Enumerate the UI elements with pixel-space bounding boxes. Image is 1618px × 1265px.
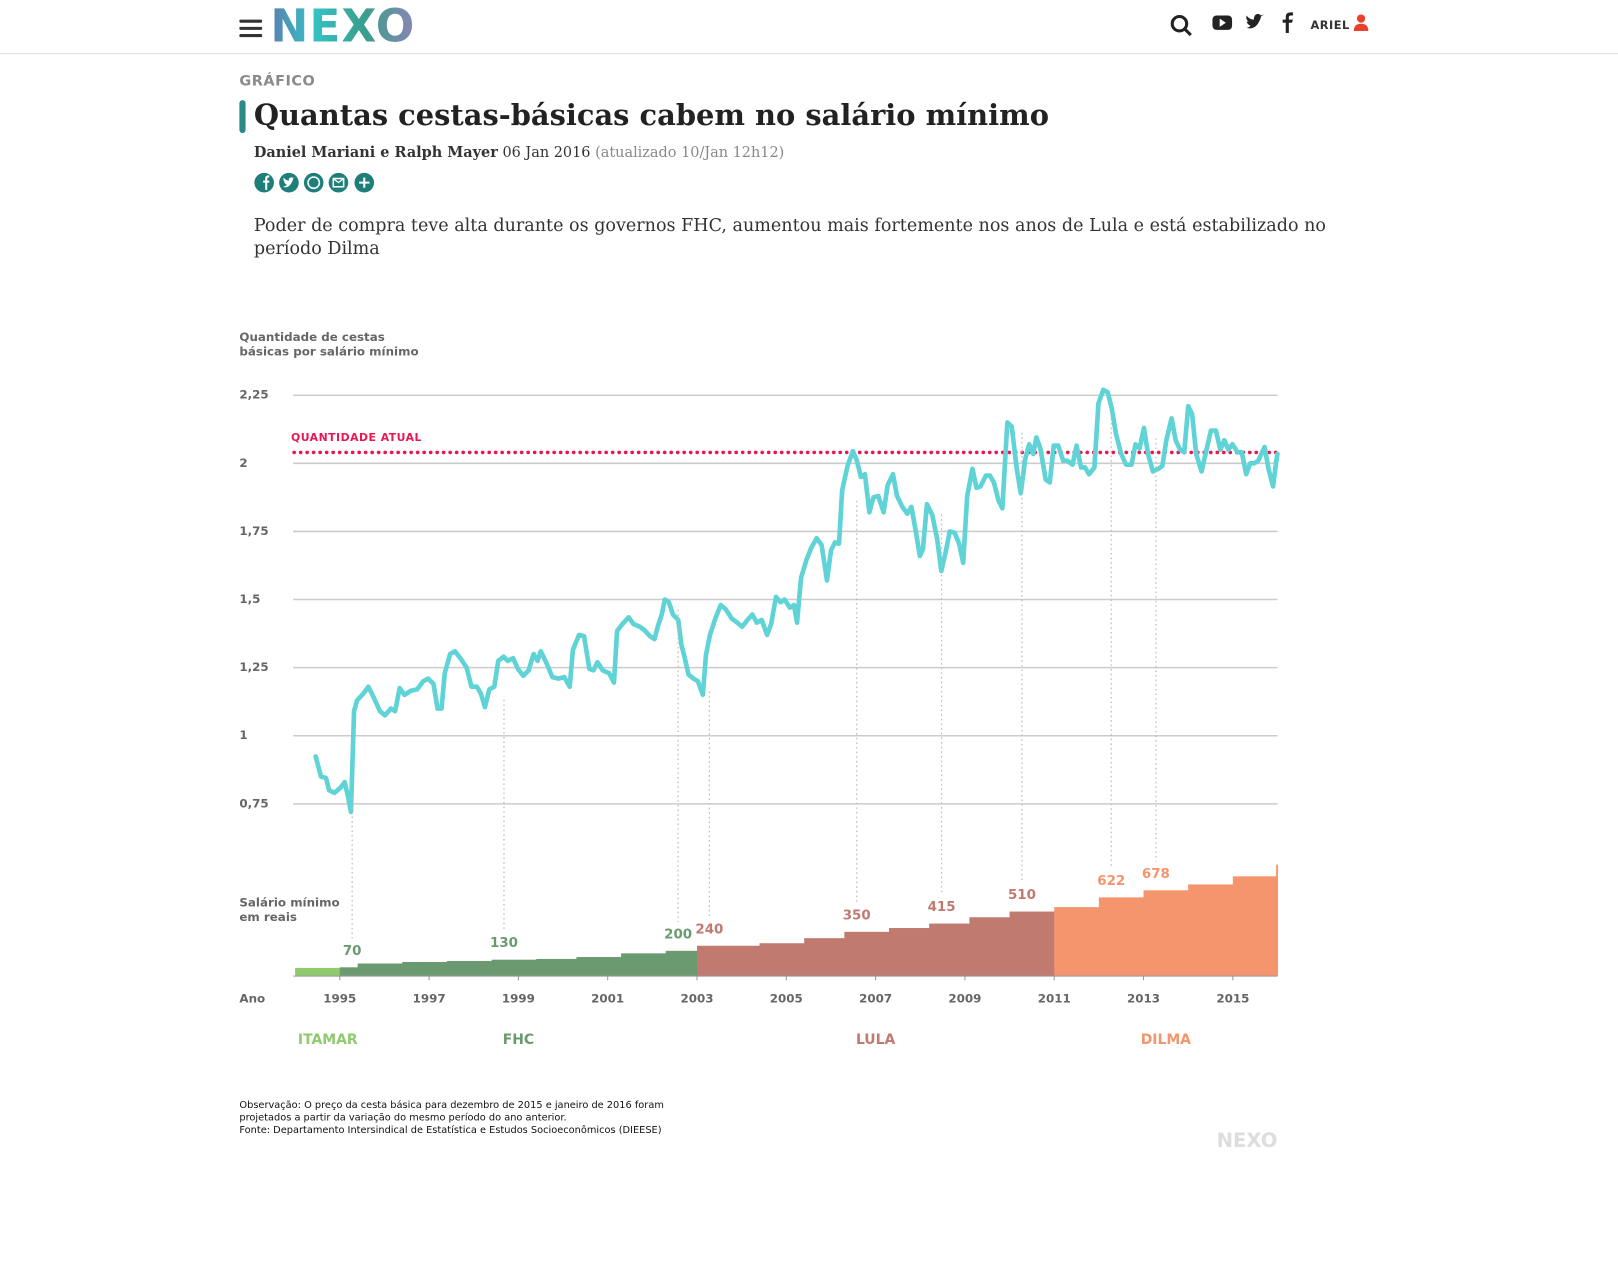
wage-label: 70 xyxy=(343,944,362,959)
menu-button[interactable] xyxy=(239,19,263,38)
facebook-icon[interactable] xyxy=(1282,12,1293,34)
wage-step xyxy=(696,945,761,977)
share-icons[interactable] xyxy=(254,172,375,193)
y-tick-label: 2 xyxy=(239,456,247,470)
user-icon[interactable] xyxy=(1353,14,1369,31)
wage-label: 130 xyxy=(490,936,518,951)
wage-step xyxy=(536,958,577,977)
wage-step xyxy=(621,953,667,977)
byline: Daniel Mariani e Ralph Mayer 06 Jan 2016… xyxy=(254,144,784,161)
period-label: DILMA xyxy=(1141,1032,1191,1048)
wage-label: 678 xyxy=(1142,867,1170,882)
wage-step xyxy=(759,943,805,977)
wage-label: 622 xyxy=(1097,874,1125,889)
wage-step xyxy=(339,967,359,977)
wage-label: 415 xyxy=(928,900,956,915)
x-tick-label: 2013 xyxy=(1127,991,1160,1005)
x-tick-label: 1999 xyxy=(502,991,535,1005)
date: 06 Jan 2016 xyxy=(502,144,591,161)
wage-step xyxy=(491,959,537,977)
reference-label: QUANTIDADE ATUAL xyxy=(291,431,422,444)
y-tick-label: 0,75 xyxy=(239,796,268,810)
wage-label: 240 xyxy=(695,922,723,937)
x-tick-label: 2015 xyxy=(1216,991,1249,1005)
x-tick-label: 2007 xyxy=(859,991,892,1005)
y-axis-title: Salário mínimo xyxy=(239,895,339,909)
search-icon[interactable] xyxy=(1170,14,1192,37)
y-tick-label: 1,25 xyxy=(239,660,268,674)
wage-step xyxy=(1276,864,1278,977)
x-tick-label: 2011 xyxy=(1038,991,1071,1005)
x-tick-label: 2009 xyxy=(948,991,981,1005)
wage-step xyxy=(357,963,403,977)
y-tick-label: 2,25 xyxy=(239,388,268,402)
period-label: ITAMAR xyxy=(298,1032,358,1048)
logo[interactable]: NEXO xyxy=(270,0,415,52)
y-axis-title: básicas por salário mínimo xyxy=(239,344,418,358)
summary: Poder de compra teve alta durante os gov… xyxy=(253,215,1326,260)
note-line: projetados a partir da variação do mesmo… xyxy=(239,1112,566,1124)
wage-step xyxy=(889,928,930,977)
wage-step xyxy=(576,957,622,977)
authors: Daniel Mariani e Ralph Mayer xyxy=(253,144,498,161)
x-tick-label: 1997 xyxy=(413,991,446,1005)
wage-step xyxy=(446,960,493,977)
period-label: LULA xyxy=(856,1032,896,1048)
wage-step xyxy=(804,938,845,977)
wage-step xyxy=(1098,897,1145,977)
wage-label: 510 xyxy=(1008,888,1036,903)
wage-step xyxy=(402,961,448,977)
watermark: NEXO xyxy=(1217,1129,1278,1152)
wage-step xyxy=(1232,876,1277,977)
y-tick-label: 1 xyxy=(239,728,247,742)
line-series xyxy=(313,387,1280,815)
y-axis-title: em reais xyxy=(239,910,297,924)
wage-step xyxy=(1054,907,1100,977)
wage-label: 350 xyxy=(843,908,871,923)
wage-step xyxy=(844,931,890,977)
x-tick-label: 2005 xyxy=(770,991,803,1005)
user-name[interactable]: ARIEL xyxy=(1311,18,1350,32)
kicker: GRÁFICO xyxy=(239,73,316,90)
x-axis-title: Ano xyxy=(239,991,265,1005)
y-tick-label: 1,5 xyxy=(239,592,260,606)
updated: (atualizado 10/Jan 12h12) xyxy=(595,144,785,161)
period-label: FHC xyxy=(503,1032,534,1048)
y-axis-title: Quantidade de cestas xyxy=(239,330,384,344)
wage-step xyxy=(295,967,341,977)
wage-step xyxy=(1009,911,1055,977)
x-tick-label: 2003 xyxy=(680,991,713,1005)
x-tick-label: 2001 xyxy=(591,991,624,1005)
wage-step xyxy=(665,950,698,977)
x-tick-label: 1995 xyxy=(323,991,356,1005)
wage-step xyxy=(1143,890,1189,977)
notes: Observação: O preço da cesta básica para… xyxy=(239,1099,663,1136)
youtube-icon[interactable] xyxy=(1212,15,1233,30)
y-tick-label: 1,75 xyxy=(239,524,268,538)
title-bar xyxy=(239,100,246,134)
note-line: Observação: O preço da cesta básica para… xyxy=(239,1099,663,1111)
wage-label: 200 xyxy=(664,927,692,942)
wage-step xyxy=(929,923,970,977)
note-line: Fonte: Departamento Intersindical de Est… xyxy=(239,1124,661,1136)
twitter-icon[interactable] xyxy=(1246,13,1265,29)
wage-step xyxy=(969,917,1011,977)
wage-step xyxy=(1188,884,1234,977)
title: Quantas cestas-básicas cabem no salário … xyxy=(253,98,1049,133)
